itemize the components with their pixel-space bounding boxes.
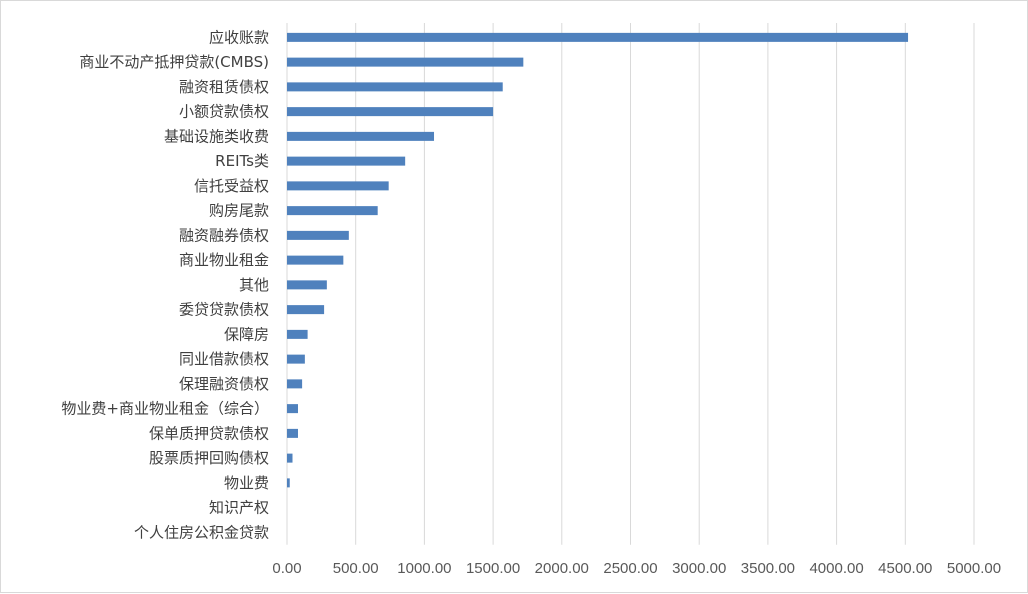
bar: [287, 255, 344, 265]
bar: [287, 32, 909, 42]
category-label: 个人住房公积金贷款: [134, 523, 269, 541]
x-tick-label: 5000.00: [947, 560, 1001, 577]
category-label: 商业不动产抵押贷款(CMBS): [79, 53, 269, 71]
category-label: REITs类: [215, 152, 269, 170]
category-label: 保单质押贷款债权: [149, 424, 269, 442]
category-label: 基础设施类收费: [164, 127, 269, 145]
category-label: 保理融资债权: [179, 375, 269, 393]
category-label: 保障房: [224, 325, 269, 343]
x-tick-label: 2500.00: [603, 560, 657, 577]
x-tick-label: 1000.00: [397, 560, 451, 577]
x-tick-label: 3500.00: [741, 560, 795, 577]
gridlines: [355, 23, 975, 545]
bar: [287, 354, 305, 364]
bar: [287, 82, 503, 92]
category-label: 商业物业租金: [179, 251, 269, 269]
bar: [287, 156, 406, 166]
bar: [287, 181, 389, 191]
category-label: 应收账款: [209, 28, 269, 46]
category-label: 信托受益权: [194, 177, 269, 195]
x-tick-label: 500.00: [333, 560, 379, 577]
category-label: 物业费: [224, 474, 269, 492]
bar: [287, 305, 325, 315]
bar: [287, 230, 349, 240]
bar: [287, 478, 290, 488]
bar: [287, 379, 303, 389]
bar: [287, 329, 308, 339]
bar: [287, 206, 378, 216]
category-label: 其他: [239, 276, 269, 294]
bar: [287, 428, 298, 438]
x-tick-label: 0.00: [272, 560, 301, 577]
category-label: 物业费+商业物业租金（综合）: [61, 400, 269, 418]
x-tick-label: 4500.00: [878, 560, 932, 577]
category-label: 同业借款债权: [179, 350, 269, 368]
bars: [287, 32, 909, 488]
category-label: 融资租赁债权: [179, 78, 269, 96]
category-label: 融资融券债权: [179, 226, 269, 244]
x-tick-label: 3000.00: [672, 560, 726, 577]
bar: [287, 107, 494, 117]
category-label: 小额贷款债权: [179, 103, 269, 121]
category-label: 股票质押回购债权: [149, 449, 269, 467]
bar: [287, 404, 298, 414]
category-label: 购房尾款: [209, 202, 269, 220]
x-tick-labels: 0.00 500.00 1000.00 1500.00 2000.00 2500.00 30…: [272, 560, 1001, 577]
bar: [287, 280, 327, 290]
bar: [287, 131, 435, 141]
bar: [287, 453, 293, 463]
category-label: 委贷贷款债权: [179, 301, 269, 319]
bar: [287, 57, 524, 67]
x-tick-label: 4000.00: [809, 560, 863, 577]
x-tick-label: 1500.00: [466, 560, 520, 577]
x-tick-label: 2000.00: [535, 560, 589, 577]
category-label: 知识产权: [209, 499, 269, 517]
